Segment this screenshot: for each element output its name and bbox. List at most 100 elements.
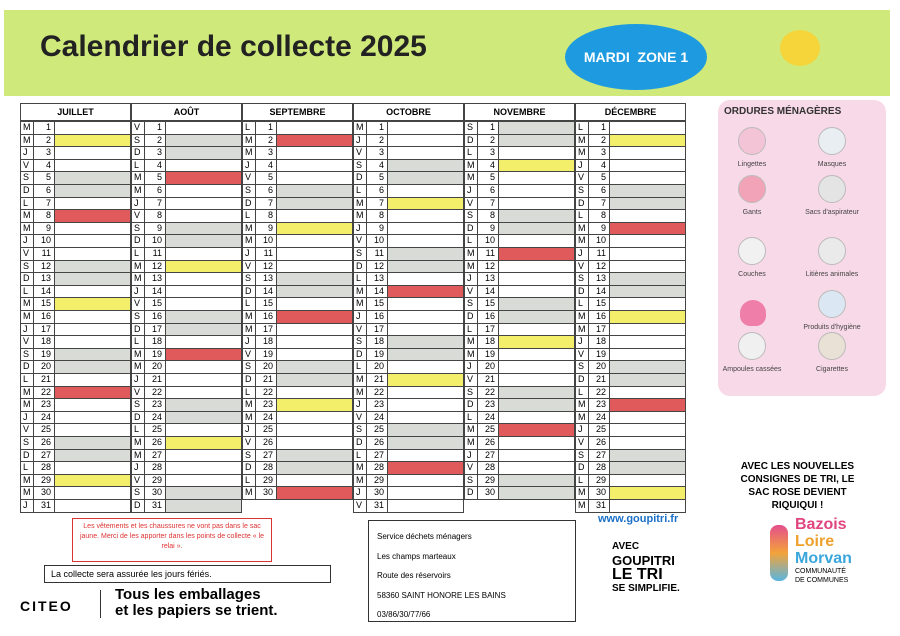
collect-cell bbox=[609, 171, 686, 185]
collect-cell bbox=[498, 221, 575, 236]
collect-cell bbox=[498, 410, 575, 425]
day: 30 bbox=[477, 486, 499, 500]
collect-cell bbox=[276, 398, 353, 412]
collect-cell bbox=[387, 423, 464, 437]
day: 29 bbox=[255, 473, 277, 488]
weekday: L bbox=[131, 158, 145, 173]
item-icon bbox=[818, 332, 846, 360]
day: 5 bbox=[255, 171, 277, 185]
weekday: J bbox=[353, 398, 367, 412]
weekday: L bbox=[131, 247, 145, 261]
collect-cell bbox=[498, 335, 575, 349]
collect-cell bbox=[54, 247, 131, 261]
weekday: L bbox=[131, 423, 145, 437]
weekday: S bbox=[464, 121, 478, 135]
day: 1 bbox=[588, 121, 610, 135]
day: 4 bbox=[477, 158, 499, 173]
weekday: M bbox=[20, 133, 34, 148]
day: 24 bbox=[33, 410, 55, 425]
day: 23 bbox=[477, 398, 499, 412]
day: 6 bbox=[255, 184, 277, 198]
item-icon bbox=[738, 237, 766, 265]
day: 14 bbox=[144, 284, 166, 299]
day: 27 bbox=[144, 448, 166, 463]
collect-cell bbox=[609, 297, 686, 311]
collect-cell bbox=[276, 133, 353, 148]
collect-cell bbox=[609, 486, 686, 500]
url: www.goupitri.fr bbox=[598, 513, 679, 525]
weekday: M bbox=[242, 146, 256, 160]
collect-cell bbox=[609, 133, 686, 148]
weekday: M bbox=[353, 473, 367, 488]
separator bbox=[100, 590, 101, 618]
day: 6 bbox=[588, 184, 610, 198]
day: 9 bbox=[588, 221, 610, 236]
weekday: J bbox=[20, 499, 34, 513]
collect-cell bbox=[165, 310, 242, 324]
weekday: L bbox=[242, 209, 256, 223]
day: 19 bbox=[144, 347, 166, 362]
weekday: M bbox=[131, 272, 145, 286]
collect-cell bbox=[387, 272, 464, 286]
day: 22 bbox=[144, 385, 166, 400]
weekday: J bbox=[464, 360, 478, 374]
weekday: J bbox=[575, 158, 589, 173]
note: Les vêtements et les chaussures ne vont … bbox=[72, 518, 272, 562]
day: 3 bbox=[366, 146, 388, 160]
collect-cell bbox=[276, 448, 353, 463]
collect-cell bbox=[498, 121, 575, 135]
weekday: D bbox=[575, 373, 589, 387]
collect-cell bbox=[276, 473, 353, 488]
collect-cell bbox=[387, 373, 464, 387]
collect-cell bbox=[165, 146, 242, 160]
weekday: D bbox=[131, 146, 145, 160]
collect-cell bbox=[498, 297, 575, 311]
weekday: D bbox=[464, 133, 478, 148]
collect-cell bbox=[498, 171, 575, 185]
collect-cell bbox=[54, 234, 131, 248]
item-label: Couches bbox=[738, 271, 766, 278]
collect-cell bbox=[54, 398, 131, 412]
line: Morvan bbox=[795, 550, 852, 567]
day: 25 bbox=[144, 423, 166, 437]
collect-cell bbox=[54, 347, 131, 362]
collect-cell bbox=[498, 209, 575, 223]
collect-cell bbox=[276, 410, 353, 425]
day: 26 bbox=[366, 436, 388, 450]
weekday: M bbox=[242, 486, 256, 500]
day: 23 bbox=[33, 398, 55, 412]
weekday: M bbox=[464, 436, 478, 450]
collect-cell bbox=[165, 448, 242, 463]
day: 8 bbox=[477, 209, 499, 223]
day: 7 bbox=[255, 196, 277, 211]
day: 19 bbox=[33, 347, 55, 362]
weekday: V bbox=[575, 171, 589, 185]
weekday: L bbox=[353, 360, 367, 374]
collect-cell bbox=[387, 410, 464, 425]
weekday: S bbox=[242, 184, 256, 198]
collect-cell bbox=[54, 322, 131, 337]
collect-cell bbox=[609, 461, 686, 475]
day: 16 bbox=[588, 310, 610, 324]
weekday: J bbox=[353, 221, 367, 236]
day: 13 bbox=[366, 272, 388, 286]
day: 24 bbox=[477, 410, 499, 425]
collect-cell bbox=[165, 234, 242, 248]
collect-cell bbox=[609, 158, 686, 173]
weekday: L bbox=[20, 284, 34, 299]
day: 12 bbox=[33, 259, 55, 274]
weekday: S bbox=[20, 436, 34, 450]
collect-cell bbox=[498, 448, 575, 463]
weekday: M bbox=[464, 347, 478, 362]
collect-cell bbox=[276, 209, 353, 223]
day: 19 bbox=[477, 347, 499, 362]
day: 2 bbox=[255, 133, 277, 148]
day: 4 bbox=[366, 158, 388, 173]
citeo-logo: CITEO bbox=[20, 598, 73, 614]
weekday: V bbox=[464, 284, 478, 299]
weekday: D bbox=[464, 310, 478, 324]
zone-bubble bbox=[565, 24, 707, 90]
month-name: NOVEMBRE bbox=[464, 103, 575, 121]
day: 17 bbox=[33, 322, 55, 337]
collect-cell bbox=[165, 297, 242, 311]
